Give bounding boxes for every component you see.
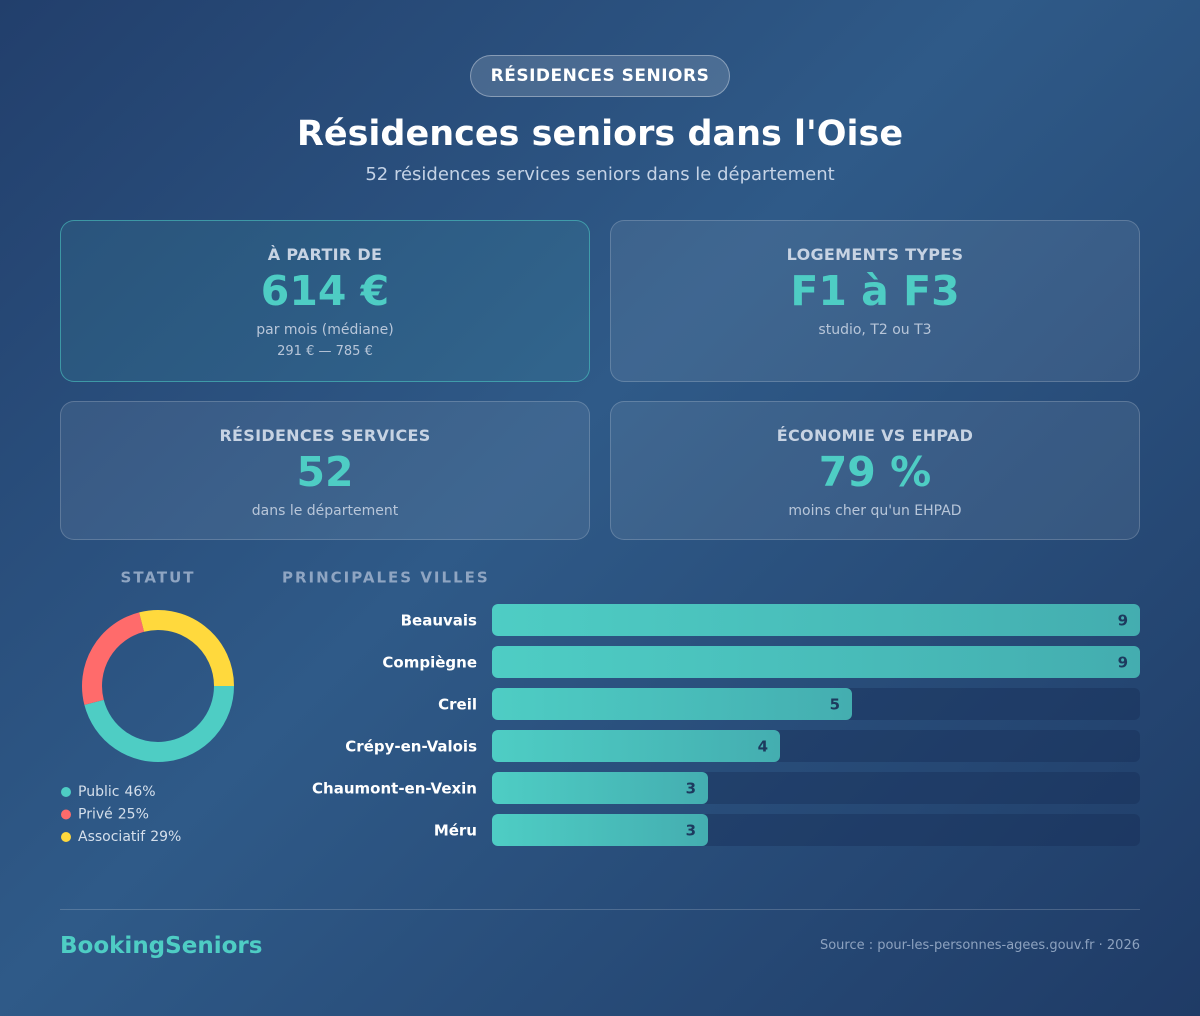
card-value: 614 € [260, 267, 390, 315]
bar [492, 772, 708, 804]
badge: RÉSIDENCES SENIORS [470, 55, 730, 97]
donut-segment [82, 612, 145, 705]
bar-value: 3 [686, 780, 696, 798]
legend-value: 25% [118, 807, 149, 823]
category-label: Chaumont-en-Vexin [312, 780, 477, 798]
card-range: 291 € — 785 € [277, 344, 373, 359]
bar-value: 9 [1118, 612, 1128, 630]
legend-label: Associatif [78, 829, 146, 845]
card-note: studio, T2 ou T3 [818, 322, 932, 338]
bar [492, 730, 780, 762]
legend-label: Public [78, 784, 119, 800]
card-label: LOGEMENTS TYPES [786, 245, 964, 264]
card-note: moins cher qu'un EHPAD [788, 503, 962, 519]
donut-segment [84, 685, 234, 762]
bar [492, 688, 852, 720]
category-label: Crépy-en-Valois [345, 738, 477, 756]
bar-value: 4 [758, 738, 768, 756]
card-label: À PARTIR DE [267, 245, 383, 264]
legend-entry: Associatif 29% [78, 829, 181, 845]
stat-card: LOGEMENTS TYPES F1 à F3 studio, T2 ou T3 [610, 220, 1140, 382]
legend-value: 29% [150, 829, 181, 845]
bar [492, 814, 708, 846]
title: Résidences seniors dans l'Oise [296, 114, 904, 154]
category-label: Méru [434, 822, 477, 840]
category-label: Beauvais [401, 612, 477, 630]
card-note: par mois (médiane) [256, 322, 394, 338]
donut-segment [139, 610, 234, 687]
subtitle: 52 résidences services seniors dans le d… [365, 164, 835, 185]
divider [60, 909, 1140, 910]
card-value: 79 % [818, 448, 932, 496]
legend-value: 46% [124, 784, 155, 800]
bar [492, 646, 1140, 678]
card-label: RÉSIDENCES SERVICES [219, 426, 431, 445]
donut-chart: STATUT Public 46% Privé 25% Associatif 29% [61, 569, 234, 845]
legend-entry: Privé 25% [78, 807, 149, 823]
bar-value: 3 [686, 822, 696, 840]
card-value: F1 à F3 [790, 267, 960, 315]
category-label: Compiègne [382, 654, 477, 672]
legend-marker [61, 787, 71, 797]
source: Source : pour-les-personnes-agees.gouv.f… [819, 938, 1140, 953]
category-label: Creil [438, 696, 477, 714]
legend-marker [61, 809, 71, 820]
bar-chart: PRINCIPALES VILLES 9 Beauvais 9 Compiègne 5 Cr… [282, 569, 1140, 846]
stat-card: ÉCONOMIE VS EHPAD 79 % moins cher qu'un … [610, 401, 1140, 540]
legend-entry: Public 46% [78, 784, 156, 800]
bar-value: 5 [830, 696, 840, 714]
card-note: dans le département [251, 503, 399, 519]
bar [492, 604, 1140, 636]
legend-label: Privé [78, 807, 113, 823]
card-label: ÉCONOMIE VS EHPAD [776, 426, 974, 445]
card-value: 52 [296, 448, 354, 496]
chart-title: STATUT [121, 569, 196, 587]
brand: BookingSeniors [60, 933, 263, 959]
legend-marker [61, 832, 71, 842]
bar-value: 9 [1118, 654, 1128, 672]
chart-title: PRINCIPALES VILLES [282, 569, 490, 587]
stat-card: À PARTIR DE 614 € par mois (médiane) 291… [60, 220, 590, 382]
stat-card: RÉSIDENCES SERVICES 52 dans le départeme… [60, 401, 590, 540]
